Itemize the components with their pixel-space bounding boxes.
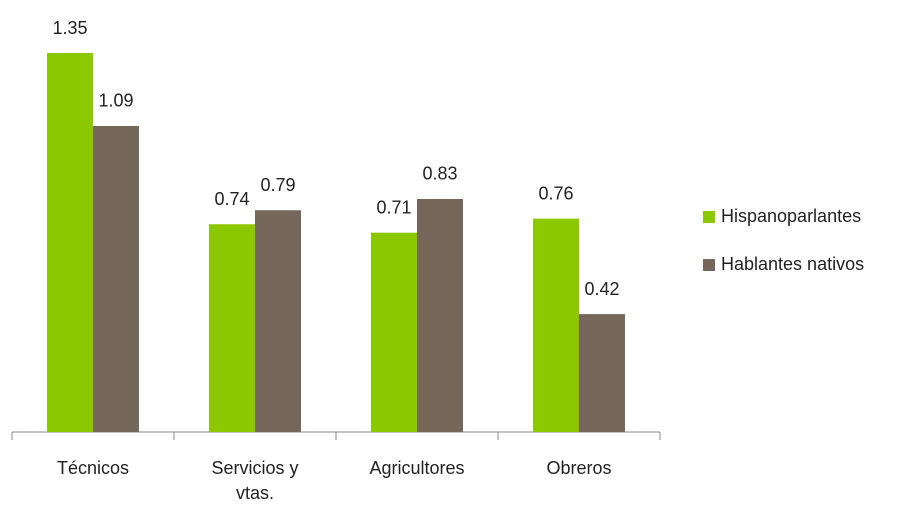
legend-swatch (703, 211, 715, 223)
bar (417, 198, 463, 432)
legend-label: Hablantes nativos (721, 254, 864, 274)
x-tick-label: Técnicos (56, 458, 130, 478)
value-label: 1.09 (98, 91, 133, 111)
x-tick-label: Obreros (546, 458, 612, 478)
x-tick-label: Agricultores (369, 458, 465, 478)
value-label: 0.83 (422, 164, 457, 184)
bar (47, 53, 93, 432)
bar (255, 210, 301, 432)
value-label: 1.35 (52, 18, 87, 38)
bar (93, 125, 139, 433)
bar (579, 314, 625, 432)
value-label: 0.79 (260, 175, 295, 195)
value-label: 0.71 (376, 197, 411, 217)
x-tick-label: Servicios y vtas. (211, 458, 299, 503)
bar (209, 224, 255, 432)
value-label: 0.76 (538, 183, 573, 203)
value-label: 0.42 (584, 279, 619, 299)
legend-swatch (703, 259, 715, 271)
bar (371, 232, 417, 432)
legend-label: Hispanoparlantes (721, 206, 861, 226)
value-label: 0.74 (214, 189, 249, 209)
bar (533, 218, 579, 432)
